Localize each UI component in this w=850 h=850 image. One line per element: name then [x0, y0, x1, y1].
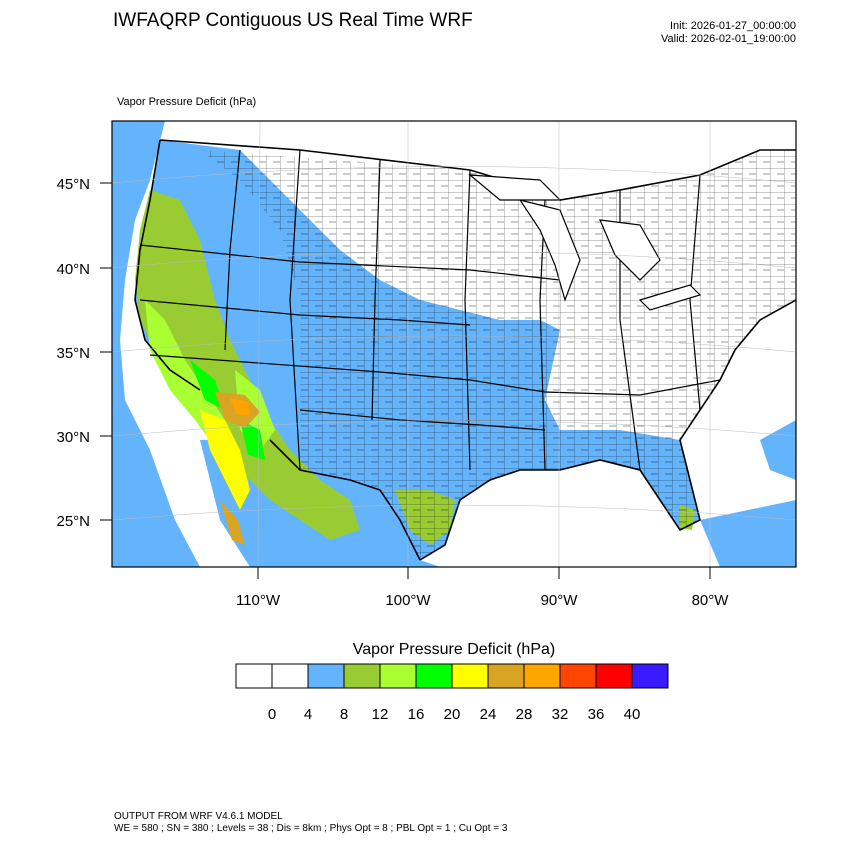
lat-axis: 45°N 40°N 35°N 30°N 25°N — [56, 176, 112, 530]
colorbar-tick-label: 36 — [588, 706, 605, 723]
colorbar-title: Vapor Pressure Deficit (hPa) — [352, 641, 556, 658]
vpd-12-16-region — [145, 300, 225, 445]
lat-label: 25°N — [56, 513, 90, 530]
colorbar-swatch — [523, 663, 561, 689]
colorbar-tick-labels: 0 4 8 12 16 20 24 28 32 36 40 — [268, 706, 641, 723]
map-frame — [111, 120, 797, 568]
lake-michigan — [518, 199, 581, 302]
vpd-20-24-region — [200, 410, 250, 510]
colorbar-swatch — [487, 663, 525, 689]
colorbar-swatch — [343, 663, 381, 689]
colorbar-tick-label: 20 — [444, 706, 461, 723]
lat-label: 40°N — [56, 261, 90, 278]
pacific-band — [112, 121, 200, 567]
lat-label: 45°N — [56, 176, 90, 193]
colorbar-swatch — [271, 663, 309, 689]
lake-erie — [638, 284, 702, 311]
vpd-28-32-region — [230, 398, 250, 415]
state-boundaries — [139, 149, 721, 471]
graticule — [112, 121, 796, 567]
colorbar-tick-label: 16 — [408, 706, 425, 723]
colorbar-swatch — [451, 663, 489, 689]
lon-label: 80°W — [692, 592, 730, 609]
colorbar-tick-label: 12 — [372, 706, 389, 723]
lake-huron — [599, 219, 661, 281]
colorbar-swatch — [415, 663, 453, 689]
field-subtitle: Vapor Pressure Deficit (hPa) — [117, 96, 257, 108]
vpd-24-28-baja — [220, 500, 245, 545]
map-area — [112, 121, 796, 567]
lat-label: 35°N — [56, 345, 90, 362]
colorbar — [235, 663, 669, 689]
colorbar-tick-label: 4 — [304, 706, 312, 723]
lon-label: 100°W — [385, 592, 431, 609]
plot-title: IWFAQRP Contiguous US Real Time WRF — [113, 10, 473, 31]
colorbar-tick-label: 0 — [268, 706, 276, 723]
lon-label: 110°W — [236, 592, 281, 609]
colorbar-swatch — [307, 663, 345, 689]
vpd-8-12-region — [135, 190, 360, 540]
vpd-16-20-region — [190, 360, 225, 410]
valid-time: Valid: 2026-02-01_19:00:00 — [661, 33, 796, 45]
caribbean-patch — [700, 500, 796, 567]
colorbar-swatch — [379, 663, 417, 689]
colorbar-swatch — [235, 663, 273, 689]
model-info-line1: OUTPUT FROM WRF V4.6.1 MODEL — [114, 811, 283, 822]
init-time: Init: 2026-01-27_00:00:00 — [670, 20, 796, 32]
colorbar-swatch — [631, 663, 669, 689]
model-info-line2: WE = 580 ; SN = 380 ; Levels = 38 ; Dis … — [114, 823, 508, 834]
colorbar-tick-label: 28 — [516, 706, 533, 723]
colorbar-tick-label: 32 — [552, 706, 569, 723]
lon-axis: 110°W 100°W 90°W 80°W — [236, 567, 729, 609]
colorbar-tick-label: 40 — [624, 706, 641, 723]
colorbar-tick-label: 24 — [480, 706, 497, 723]
colorbar-tick-label: 8 — [340, 706, 348, 723]
lat-label: 30°N — [56, 429, 90, 446]
lake-superior — [468, 174, 562, 201]
colorbar-swatch — [559, 663, 597, 689]
lon-label: 90°W — [541, 592, 579, 609]
colorbar-swatch — [595, 663, 633, 689]
